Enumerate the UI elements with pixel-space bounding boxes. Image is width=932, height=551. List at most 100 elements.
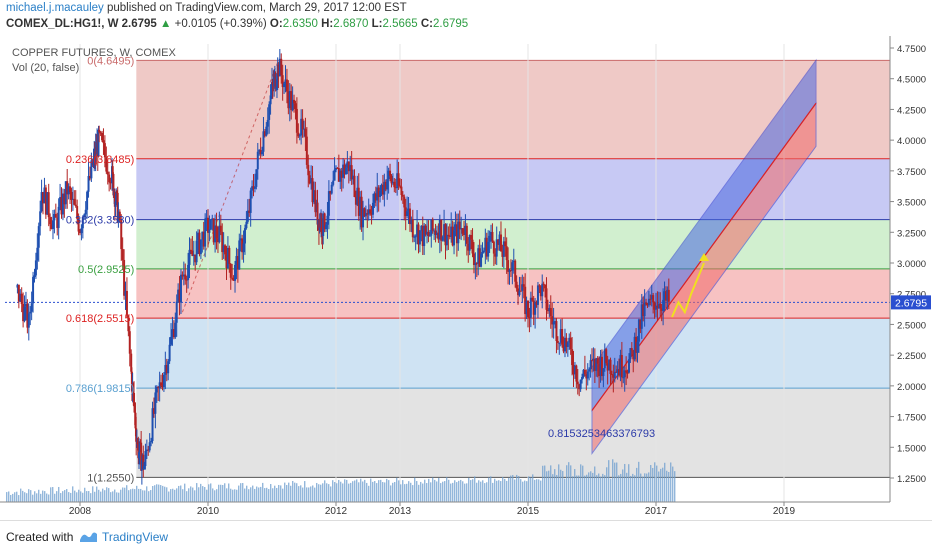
volume-bar bbox=[116, 492, 118, 502]
candle-body bbox=[164, 365, 167, 375]
volume-bar bbox=[206, 489, 208, 502]
fib-level-label: 0.618(2.5515) bbox=[66, 313, 135, 325]
volume-bar bbox=[666, 470, 668, 502]
volume-bar bbox=[124, 487, 126, 502]
candle-body bbox=[511, 262, 514, 271]
candle-body bbox=[205, 217, 208, 219]
volume-bar bbox=[64, 490, 66, 502]
volume-bar bbox=[154, 485, 156, 502]
volume-bar bbox=[456, 482, 458, 502]
candle-body bbox=[219, 225, 222, 232]
candle-body bbox=[222, 245, 225, 253]
candle-body bbox=[111, 166, 113, 184]
candle-body bbox=[79, 231, 81, 234]
tradingview-link[interactable]: TradingView bbox=[102, 530, 169, 544]
volume-bar bbox=[584, 475, 586, 502]
volume-bar bbox=[112, 491, 114, 502]
candle-body bbox=[121, 249, 124, 260]
volume-bar bbox=[284, 482, 286, 502]
candle-body bbox=[379, 190, 382, 198]
candle-body bbox=[46, 192, 49, 215]
volume-bar bbox=[542, 465, 544, 502]
created-with-text: Created with bbox=[6, 530, 74, 544]
candle-body bbox=[320, 218, 323, 234]
candle-body bbox=[650, 295, 653, 300]
volume-bar bbox=[452, 482, 454, 502]
volume-bar bbox=[160, 485, 162, 502]
fib-level-label: 0.236(3.8485) bbox=[66, 154, 135, 166]
volume-bar bbox=[654, 462, 656, 502]
candle-body bbox=[531, 297, 534, 301]
candle-body bbox=[625, 370, 628, 373]
volume-bar bbox=[50, 487, 52, 502]
volume-bar bbox=[150, 490, 152, 502]
candle-body bbox=[43, 187, 46, 204]
candle-body bbox=[67, 186, 70, 195]
candle-body bbox=[545, 288, 548, 310]
volume-bar bbox=[298, 486, 300, 502]
volume-bar bbox=[186, 491, 188, 502]
volume-bar bbox=[358, 482, 360, 502]
candle-body bbox=[566, 342, 569, 347]
candle-body bbox=[98, 129, 101, 133]
volume-bar bbox=[496, 480, 498, 502]
volume-bar bbox=[248, 489, 250, 502]
candle-body bbox=[145, 449, 148, 451]
time-axis[interactable]: 2008 2010 2012 2013 2015 2017 2019 bbox=[0, 501, 890, 517]
candle-body bbox=[132, 384, 135, 393]
up-triangle-icon: ▲ bbox=[160, 18, 172, 30]
candle-body bbox=[443, 224, 446, 237]
candle-body bbox=[481, 252, 484, 254]
candle-body bbox=[371, 202, 374, 215]
volume-bar bbox=[524, 480, 526, 502]
candle-body bbox=[47, 192, 50, 218]
volume-bar bbox=[474, 476, 476, 502]
candle-body bbox=[105, 157, 108, 172]
volume-bar bbox=[258, 487, 260, 502]
volume-bar bbox=[576, 475, 578, 502]
candle-body bbox=[297, 132, 300, 137]
volume-bar bbox=[192, 487, 194, 502]
candle-body bbox=[214, 225, 217, 243]
volume-bar bbox=[502, 477, 504, 502]
volume-bar bbox=[202, 486, 204, 502]
candle-body bbox=[211, 218, 214, 220]
candle-body bbox=[133, 406, 136, 413]
candle-body bbox=[340, 170, 343, 178]
volume-bar bbox=[472, 479, 474, 502]
volume-bar bbox=[134, 489, 136, 502]
volume-bar bbox=[400, 484, 402, 502]
volume-bar bbox=[188, 488, 190, 502]
candle-body bbox=[636, 341, 639, 353]
candle-body bbox=[278, 58, 281, 77]
candle-body bbox=[285, 79, 288, 92]
price-chart[interactable]: 0(4.6495) 0.236(3.8485) 0.382(3.3530) 0.5(2… bbox=[0, 36, 932, 520]
tradingview-logo-icon[interactable] bbox=[78, 530, 98, 549]
candle-body bbox=[554, 321, 557, 323]
candle-body bbox=[423, 225, 426, 247]
chart-area[interactable]: 0(4.6495) 0.236(3.8485) 0.382(3.3530) 0.5(2… bbox=[0, 36, 932, 520]
volume-bar bbox=[500, 481, 502, 502]
volume-bar bbox=[660, 468, 662, 502]
candle-body bbox=[195, 240, 198, 263]
symbol-name[interactable]: COMEX_DL:HG1!, W bbox=[6, 18, 119, 30]
low-label: L: bbox=[371, 18, 383, 30]
candle-body bbox=[521, 284, 524, 291]
price-axis[interactable]: 4.7500 4.5000 4.2500 4.0000 3.7500 3.5000 3.25… bbox=[889, 36, 926, 502]
candle-body bbox=[424, 225, 427, 235]
volume-bar bbox=[328, 484, 330, 502]
volume-label: Vol (20, false) bbox=[12, 62, 79, 74]
candle-body bbox=[339, 170, 342, 182]
volume-bar bbox=[626, 472, 628, 502]
candle-body bbox=[627, 359, 630, 373]
candle-body bbox=[453, 230, 456, 246]
candle-body bbox=[525, 300, 528, 315]
volume-bar bbox=[92, 486, 94, 502]
author-link[interactable]: michael.j.macauley bbox=[6, 2, 104, 14]
candle-body bbox=[327, 191, 330, 216]
candle-body bbox=[555, 321, 558, 341]
candle-body bbox=[349, 165, 352, 172]
volume-bar bbox=[352, 481, 354, 502]
volume-bar bbox=[670, 462, 672, 502]
volume-bar bbox=[224, 483, 226, 502]
